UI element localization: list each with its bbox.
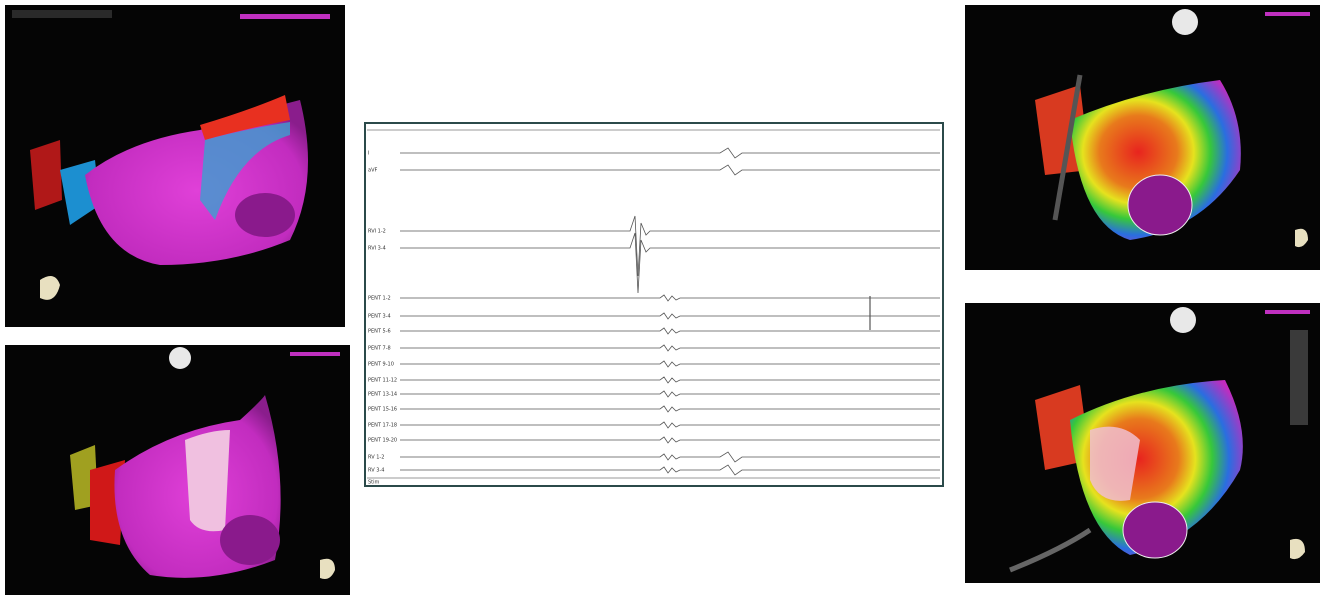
channel-label: RV 3-4 <box>368 468 384 474</box>
channel-label: RV 1-2 <box>368 455 384 461</box>
channel-label: PENT 11-12 <box>368 378 397 384</box>
channel-label: RVI 3-4 <box>368 246 386 252</box>
figure: IaVF RVI 1-2 RVI 3-4 PENT 1-2 PENT 3-4 PENT 5… <box>0 0 1327 599</box>
channel-label: PENT 7-8 <box>368 346 391 352</box>
channel-label: PENT 13-14 <box>368 392 397 398</box>
channel-label: PENT 19-20 <box>368 438 397 444</box>
channel-label: PENT 17-18 <box>368 423 397 429</box>
channel-label: PENT 15-16 <box>368 407 397 413</box>
channel-label: PENT 9-10 <box>368 362 394 368</box>
channel-label: aVF <box>368 168 377 174</box>
channel-label: Stim <box>368 480 380 486</box>
channel-label: PENT 3-4 <box>368 314 391 320</box>
page: IaVF RVI 1-2 RVI 3-4 PENT 1-2 PENT 3-4 PENT 5… <box>0 0 1327 599</box>
channel-label: PENT 5-6 <box>368 329 391 335</box>
map-panel <box>5 5 345 327</box>
channel-label: PENT 1-2 <box>368 296 391 302</box>
map-panel <box>965 303 1320 583</box>
map-panel <box>5 345 350 595</box>
map-panel <box>965 5 1320 270</box>
channel-label: I <box>368 151 369 157</box>
channel-label: RVI 1-2 <box>368 229 386 235</box>
